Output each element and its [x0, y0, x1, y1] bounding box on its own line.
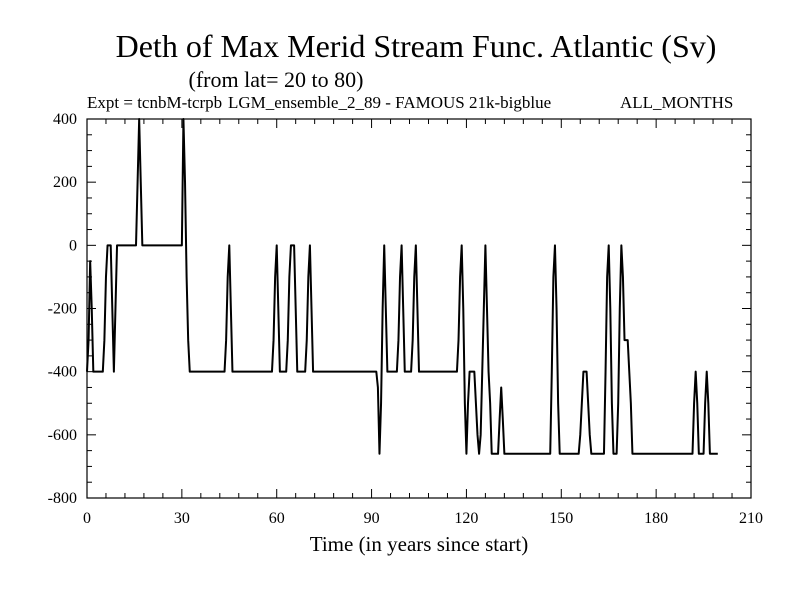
expt-label: Expt = tcnbM-tcrpb [87, 93, 222, 112]
axis-tick-labels: 0 30 60 90 120 150 180 210 -800 -600 -400 -200 0 200 4… [48, 111, 763, 527]
y-tick-label: 0 [69, 237, 77, 254]
x-tick-label: 150 [549, 510, 573, 527]
chart-title: Deth of Max Merid Stream Func. Atlantic … [116, 28, 717, 64]
series-line-0 [86, 118, 718, 455]
x-tick-label: 30 [174, 510, 190, 527]
x-tick-label: 180 [644, 510, 668, 527]
y-tick-label: 400 [53, 111, 77, 128]
x-axis-label: Time (in years since start) [310, 532, 529, 556]
y-tick-label: -400 [48, 364, 77, 381]
y-tick-label: -600 [48, 427, 77, 444]
series-layer [86, 118, 718, 455]
axis-ticks [86, 118, 752, 499]
y-tick-label: -800 [48, 490, 77, 507]
y-tick-label: -200 [48, 301, 77, 318]
y-tick-label: 200 [53, 174, 77, 191]
x-tick-label: 60 [269, 510, 285, 527]
x-tick-label: 90 [364, 510, 380, 527]
x-tick-label: 210 [739, 510, 763, 527]
x-tick-label: 120 [454, 510, 478, 527]
months-label: ALL_MONTHS [620, 93, 733, 112]
x-tick-label: 0 [83, 510, 91, 527]
run-label: LGM_ensemble_2_89 - FAMOUS 21k-bigblue [228, 93, 551, 112]
chart-subtitle: (from lat= 20 to 80) [189, 67, 364, 92]
